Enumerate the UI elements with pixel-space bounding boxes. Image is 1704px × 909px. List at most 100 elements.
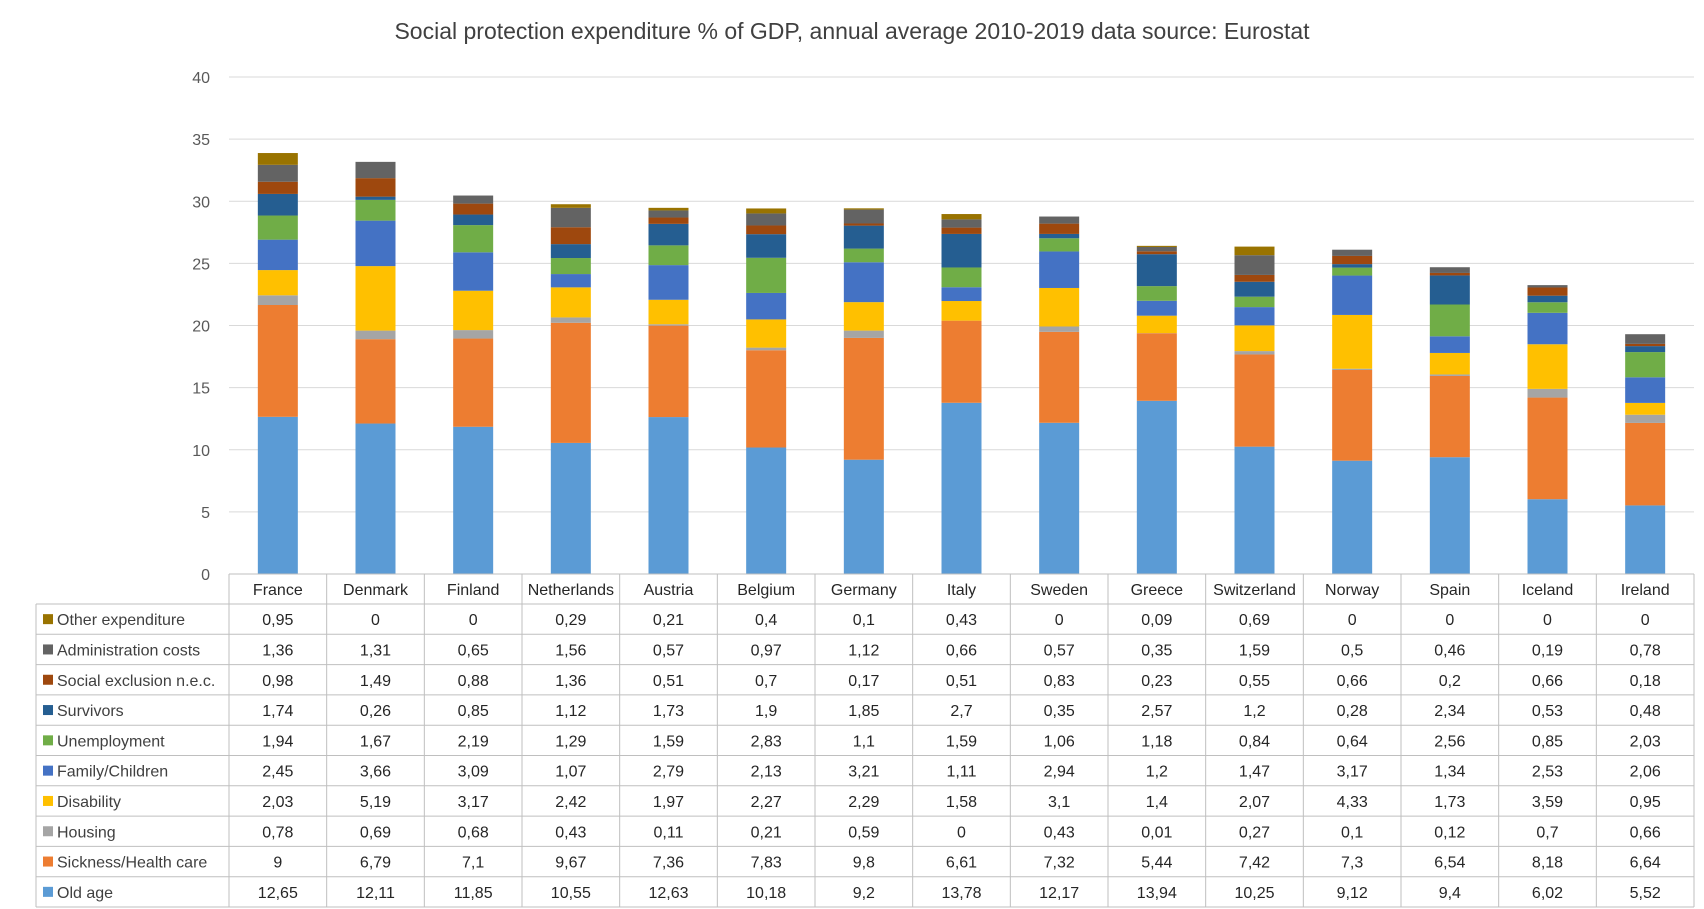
x-tick-label-denmark: Denmark (343, 582, 409, 599)
bar-ireland-social-exclusion-n-e-c (1625, 343, 1666, 347)
data-label-old-age-sweden: 12,17 (1039, 885, 1079, 902)
bar-sweden-disability (1039, 287, 1080, 327)
data-label-old-age-austria: 12,63 (648, 885, 688, 902)
bar-sweden-unemployment (1039, 238, 1080, 252)
bar-france-sickness-health-care (257, 304, 298, 417)
x-tick-label-spain: Spain (1429, 582, 1470, 599)
bar-spain-sickness-health-care (1429, 375, 1470, 458)
bar-austria-administration-costs (648, 210, 689, 218)
bar-italy-survivors (941, 233, 982, 268)
bar-greece-administration-costs (1136, 246, 1177, 252)
y-tick-label: 0 (201, 567, 210, 584)
legend-key-administration-costs (43, 644, 53, 655)
bar-finland-housing (453, 330, 494, 339)
bar-switzerland-administration-costs (1234, 255, 1275, 275)
data-label-old-age-iceland: 6,02 (1532, 885, 1563, 902)
data-label-family-children-denmark: 3,66 (360, 764, 391, 781)
x-tick-label-ireland: Ireland (1621, 582, 1670, 599)
bar-france-unemployment (257, 215, 298, 240)
data-label-old-age-greece: 13,94 (1137, 885, 1177, 902)
legend-key-other-expenditure (43, 614, 53, 625)
bar-france-old-age (257, 416, 298, 574)
data-label-survivors-netherlands: 1,12 (555, 703, 586, 720)
data-label-disability-switzerland: 2,07 (1239, 794, 1270, 811)
data-label-other-expenditure-spain: 0 (1445, 612, 1454, 629)
legend-label-sickness-health-care: Sickness/Health care (57, 855, 207, 872)
y-tick-label: 10 (192, 443, 210, 460)
bar-sweden-old-age (1039, 422, 1080, 574)
data-label-other-expenditure-denmark: 0 (371, 612, 380, 629)
bar-spain-old-age (1429, 457, 1470, 574)
data-label-other-expenditure-iceland: 0 (1543, 612, 1552, 629)
data-label-disability-iceland: 3,59 (1532, 794, 1563, 811)
bar-iceland-survivors (1527, 295, 1568, 303)
data-label-unemployment-ireland: 2,03 (1630, 733, 1661, 750)
bar-switzerland-unemployment (1234, 296, 1275, 308)
data-label-old-age-ireland: 5,52 (1630, 885, 1661, 902)
data-label-unemployment-austria: 1,59 (653, 733, 684, 750)
bar-norway-unemployment (1332, 267, 1373, 276)
bar-belgium-housing (746, 347, 787, 351)
data-label-housing-france: 0,78 (262, 824, 293, 841)
bar-greece-social-exclusion-n-e-c (1136, 251, 1177, 255)
bar-denmark-social-exclusion-n-e-c (355, 178, 396, 197)
data-label-housing-italy: 0 (957, 824, 966, 841)
data-label-unemployment-italy: 1,59 (946, 733, 977, 750)
bar-norway-survivors (1332, 264, 1373, 268)
data-label-administration-costs-finland: 0,65 (458, 642, 489, 659)
data-label-family-children-italy: 1,11 (947, 764, 977, 781)
bar-iceland-disability (1527, 344, 1568, 389)
legend-key-housing (43, 826, 53, 837)
bar-spain-housing (1429, 374, 1470, 376)
bar-netherlands-old-age (550, 442, 591, 574)
data-label-family-children-greece: 1,2 (1146, 764, 1168, 781)
data-label-other-expenditure-greece: 0,09 (1141, 612, 1172, 629)
data-label-survivors-austria: 1,73 (653, 703, 684, 720)
data-label-housing-austria: 0,11 (654, 824, 684, 841)
y-tick-label: 25 (192, 256, 210, 273)
legend-label-social-exclusion-n-e-c: Social exclusion n.e.c. (57, 673, 215, 690)
bar-greece-family-children (1136, 300, 1177, 316)
bar-austria-survivors (648, 223, 689, 246)
bar-italy-administration-costs (941, 219, 982, 228)
data-label-administration-costs-germany: 1,12 (848, 642, 879, 659)
bar-austria-disability (648, 299, 689, 325)
data-label-survivors-germany: 1,85 (848, 703, 879, 720)
data-label-social-exclusion-n-e-c-france: 0,98 (262, 673, 293, 690)
bar-germany-survivors (843, 225, 884, 249)
data-label-administration-costs-italy: 0,66 (946, 642, 977, 659)
bar-iceland-family-children (1527, 312, 1568, 345)
data-label-family-children-sweden: 2,94 (1044, 764, 1075, 781)
data-label-disability-france: 2,03 (262, 794, 293, 811)
bar-belgium-family-children (746, 292, 787, 320)
bar-austria-other-expenditure (648, 207, 689, 211)
bar-germany-sickness-health-care (843, 337, 884, 460)
legend-key-sickness-health-care (43, 856, 53, 867)
bar-iceland-sickness-health-care (1527, 397, 1568, 500)
data-label-social-exclusion-n-e-c-greece: 0,23 (1141, 673, 1172, 690)
data-label-survivors-denmark: 0,26 (360, 703, 391, 720)
bar-spain-administration-costs (1429, 267, 1470, 273)
legend-key-unemployment (43, 735, 53, 746)
bar-norway-housing (1332, 368, 1373, 370)
data-label-disability-austria: 1,97 (653, 794, 684, 811)
x-tick-label-iceland: Iceland (1522, 582, 1574, 599)
legend-key-survivors (43, 705, 53, 716)
data-label-social-exclusion-n-e-c-sweden: 0,83 (1044, 673, 1075, 690)
bar-finland-survivors (453, 214, 494, 226)
data-label-survivors-greece: 2,57 (1141, 703, 1172, 720)
bar-finland-social-exclusion-n-e-c (453, 203, 494, 215)
bar-finland-sickness-health-care (453, 338, 494, 427)
bar-netherlands-housing (550, 317, 591, 323)
y-axis-ticks: 0 5 10 15 20 25 30 35 40 (192, 70, 210, 584)
data-label-other-expenditure-italy: 0,43 (946, 612, 977, 629)
x-tick-label-finland: Finland (447, 582, 499, 599)
bar-france-survivors (257, 193, 298, 216)
x-tick-label-norway: Norway (1325, 582, 1379, 599)
data-label-social-exclusion-n-e-c-netherlands: 1,36 (555, 673, 586, 690)
data-label-housing-norway: 0,1 (1341, 824, 1363, 841)
data-label-housing-belgium: 0,21 (751, 824, 782, 841)
bar-netherlands-survivors (550, 244, 591, 259)
data-label-other-expenditure-netherlands: 0,29 (555, 612, 586, 629)
